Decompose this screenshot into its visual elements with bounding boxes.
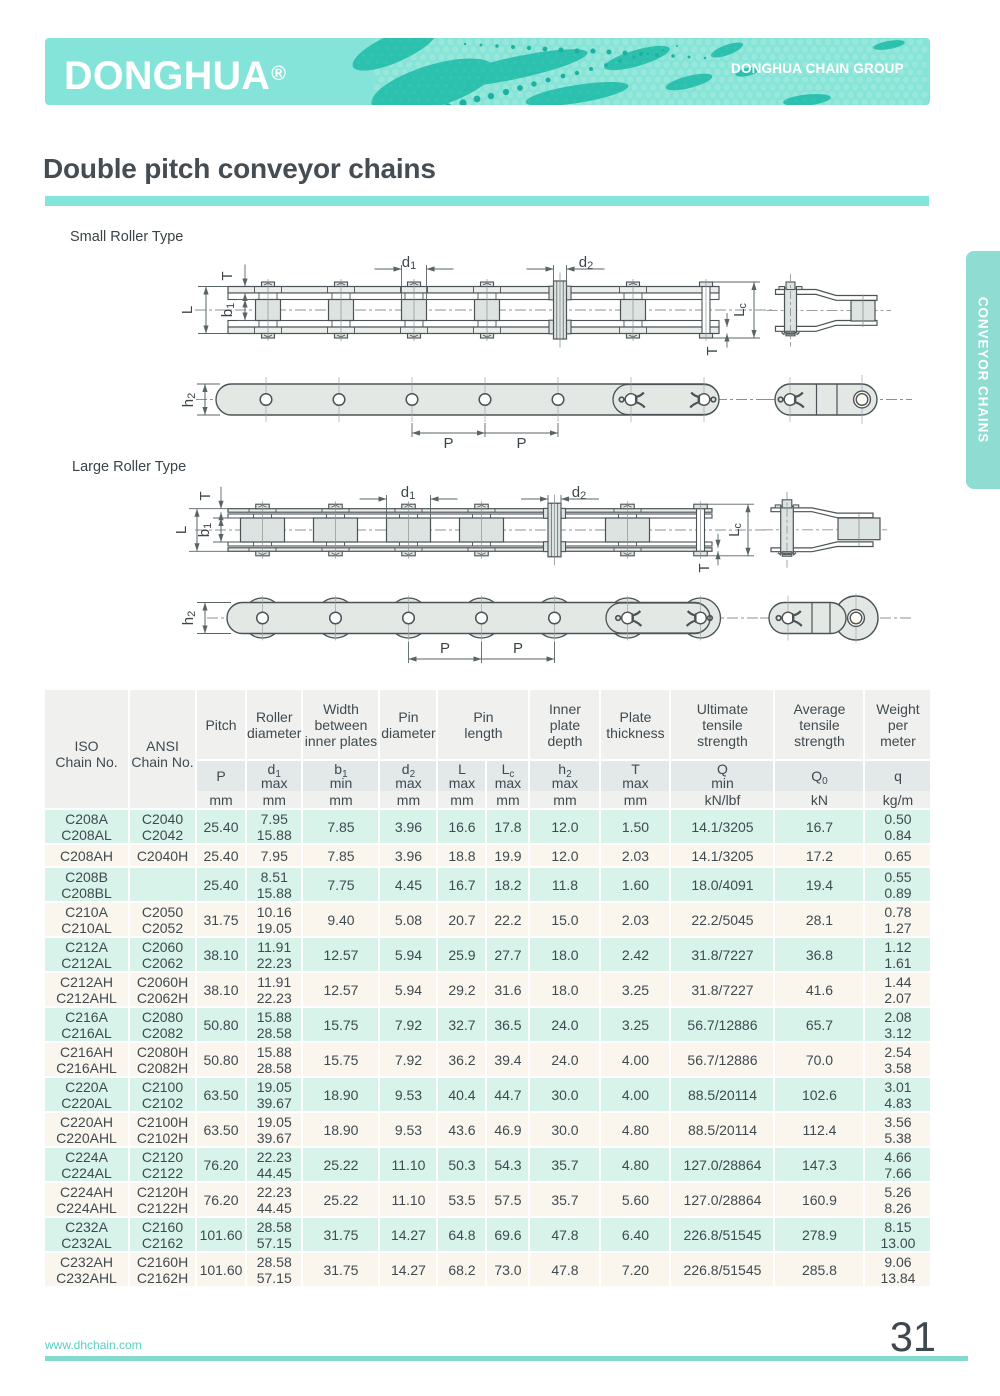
svg-text:b1: b1 [196, 523, 214, 537]
svg-text:d1: d1 [402, 254, 416, 272]
svg-text:d2: d2 [579, 254, 593, 272]
svg-text:P: P [513, 640, 523, 657]
svg-text:T: T [219, 271, 236, 280]
svg-text:T: T [197, 491, 214, 500]
svg-text:h2: h2 [180, 393, 198, 407]
svg-text:d2: d2 [572, 484, 586, 502]
svg-text:P: P [443, 435, 453, 452]
svg-text:P: P [516, 435, 526, 452]
svg-text:P: P [440, 640, 450, 657]
svg-text:h2: h2 [180, 611, 198, 625]
svg-text:L: L [173, 526, 190, 534]
svg-text:b1: b1 [219, 303, 237, 317]
svg-text:T: T [696, 563, 713, 572]
svg-text:L: L [179, 306, 196, 314]
svg-text:Lc: Lc [731, 303, 749, 317]
svg-text:T: T [704, 346, 721, 355]
svg-text:Lc: Lc [726, 523, 744, 537]
svg-text:d1: d1 [401, 484, 415, 502]
